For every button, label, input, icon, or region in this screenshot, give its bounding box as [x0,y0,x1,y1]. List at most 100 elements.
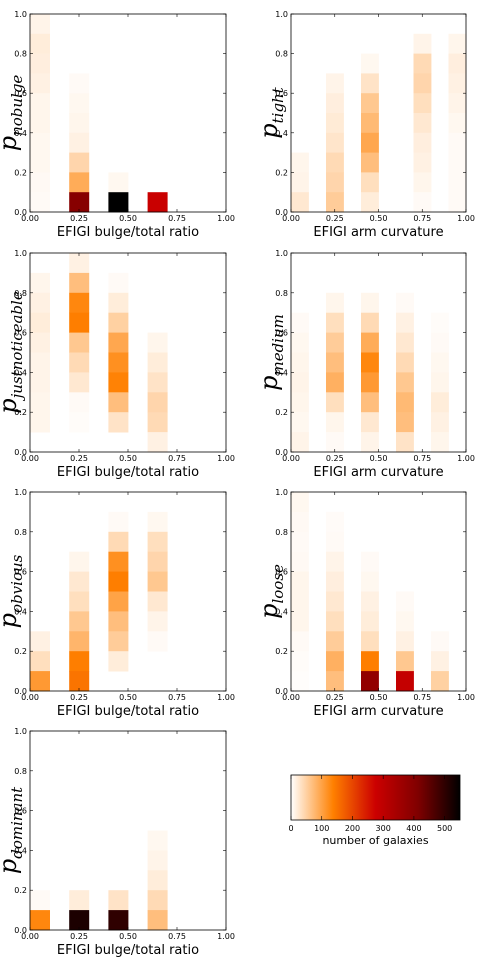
heatmap-cell [361,412,379,433]
heatmap-cell [69,192,90,213]
x-tick-label: 0.00 [282,214,300,223]
heatmap-cell [291,671,309,692]
y-tick-label: 1.0 [275,249,288,258]
heatmap-cell [108,591,129,612]
colorbar-label: number of galaxies [322,834,428,847]
heatmap-cell [291,631,309,652]
heatmap-cell [326,631,344,652]
y-tick-label: 1.0 [14,727,27,736]
y-axis-label-subscript: justnoticeable [8,291,26,401]
heatmap-cell [147,531,168,553]
heatmap-cell [291,152,309,173]
y-axis-label-main: p [255,604,283,619]
heatmap-cell [396,591,414,612]
heatmap-cell [448,53,467,74]
y-axis-label: pjustnoticeable [0,291,26,414]
heatmap-cell [147,910,168,931]
x-tick-label: 1.00 [217,932,235,941]
heatmap-cell [448,172,467,193]
heatmap-cell [413,33,432,54]
heatmap-cell [69,372,90,393]
heatmap-cell [147,511,168,533]
heatmap-cell [291,392,309,413]
heatmap-cell [30,412,50,433]
heatmap-cell [147,352,168,373]
x-tick-label: 0.75 [168,932,186,941]
heatmap-cell [30,890,50,911]
heatmap-cell [30,312,50,333]
colorbar: 0 100 200 300 400 500 number of galaxies [288,774,461,847]
y-tick-label: 0.2 [275,408,288,417]
x-tick-label: 0.00 [21,693,39,702]
heatmap-cell [30,132,50,153]
colorbar-tick-label: 100 [314,824,329,833]
heatmap-cell [361,192,379,213]
y-tick-label: 1.0 [14,488,27,497]
heatmap-cell [361,113,379,134]
heatmap-cell [291,551,309,572]
heatmap-cell [396,352,414,373]
heatmap-cell [108,531,129,553]
y-tick-label: 0.4 [275,129,288,138]
heatmap-cell [396,392,414,413]
heatmap-cell [326,93,344,114]
heatmap-cell [147,631,168,652]
x-tick-label: 0.50 [119,932,137,941]
heatmap-cell [69,152,90,173]
x-tick-label: 0.75 [168,693,186,702]
heatmap-cell [69,591,90,612]
heatmap-cell [69,352,90,373]
x-tick-label: 1.00 [457,693,475,702]
x-axis-label: EFIGI bulge/total ratio [57,704,199,719]
heatmap-cell [30,910,50,931]
heatmap-cell [30,272,50,294]
colorbar-tick-label: 400 [406,824,421,833]
heatmap-cell [30,392,50,413]
heatmap-cell [30,14,50,35]
heatmap-cell [291,412,309,433]
heatmap-cell [69,253,90,274]
heatmap-cell [396,332,414,353]
heatmap-cell [396,671,414,692]
heatmap-cells [291,33,467,213]
y-tick-label: 0.4 [14,368,27,377]
y-tick-label: 0.0 [14,926,27,935]
y-tick-label: 0.4 [275,607,288,616]
heatmap-cell [361,631,379,652]
x-tick-label: 0.50 [370,214,388,223]
y-tick-label: 0.4 [14,607,27,616]
y-tick-label: 0.8 [14,528,27,537]
colorbar-tick-label: 300 [376,824,391,833]
heatmap-cell [69,132,90,153]
heatmap-cell [108,511,129,533]
y-tick-label: 0.8 [275,289,288,298]
y-tick-label: 0.2 [275,647,288,656]
y-tick-label: 0.4 [14,846,27,855]
y-tick-label: 0.4 [14,129,27,138]
heatmap-cell [291,432,309,453]
heatmap-cell [326,312,344,333]
x-tick-label: 0.00 [21,932,39,941]
heatmap-cell [147,392,168,413]
x-tick-label: 0.25 [70,214,88,223]
x-tick-label: 0.50 [119,214,137,223]
heatmap-cell [108,292,129,314]
heatmap-cell [108,890,129,911]
heatmap-cells [30,253,168,453]
y-tick-label: 0.8 [275,528,288,537]
heatmap-cell [448,192,467,213]
heatmap-cell [30,372,50,393]
heatmap-cell [361,651,379,672]
heatmap-cell [396,631,414,652]
x-tick-label: 1.00 [217,693,235,702]
x-tick-label: 0.00 [282,693,300,702]
heatmap-cell [291,591,309,612]
y-tick-label: 0.6 [275,568,288,577]
heatmap-cell [69,272,90,294]
y-tick-label: 0.0 [14,448,27,457]
heatmap-cell [30,73,50,94]
heatmap-cell [448,73,467,94]
y-tick-label: 0.6 [14,329,27,338]
heatmap-cells [30,830,168,931]
y-tick-label: 0.8 [14,767,27,776]
